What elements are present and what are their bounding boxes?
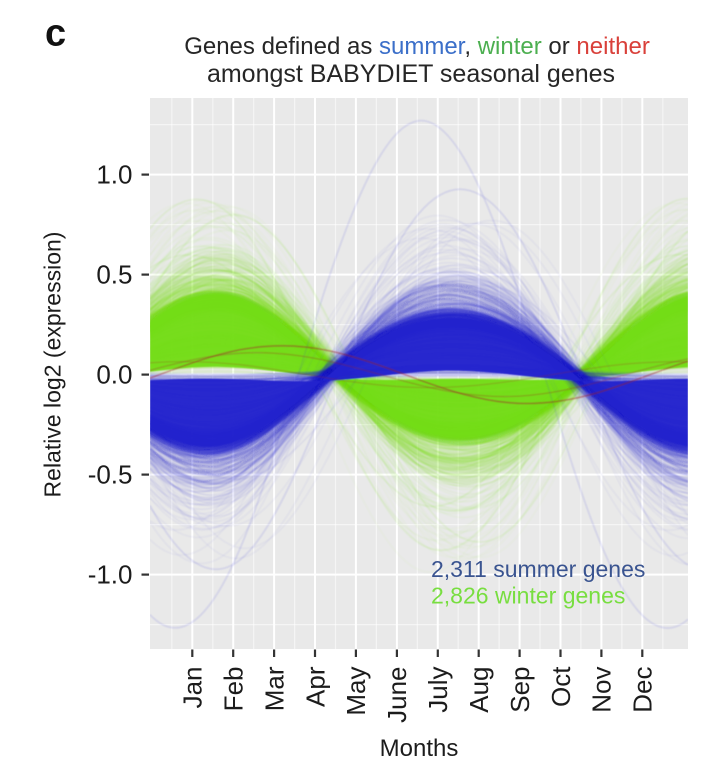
svg-text:2,311 summer genes: 2,311 summer genes [431,556,645,582]
svg-text:Sep: Sep [505,667,535,713]
svg-text:Genes defined as summer, winte: Genes defined as summer, winter or neith… [184,33,650,60]
svg-text:0.0: 0.0 [96,360,132,390]
svg-text:-1.0: -1.0 [88,560,133,590]
svg-text:July: July [423,667,453,713]
svg-text:-0.5: -0.5 [88,460,133,490]
svg-text:Feb: Feb [219,667,249,712]
svg-text:Nov: Nov [587,667,617,713]
svg-text:Mar: Mar [259,666,289,711]
svg-text:Apr: Apr [300,666,330,707]
svg-text:1.0: 1.0 [96,160,132,190]
svg-text:amongst BABYDIET seasonal gene: amongst BABYDIET seasonal genes [207,60,615,88]
svg-text:Months: Months [380,735,459,762]
svg-text:June: June [382,667,412,723]
svg-text:Relative log2 (expression): Relative log2 (expression) [40,232,66,498]
svg-text:May: May [341,667,371,716]
svg-text:c: c [45,13,66,55]
svg-text:Oct: Oct [546,666,576,707]
svg-text:Jan: Jan [178,667,208,709]
svg-text:Dec: Dec [628,667,658,713]
svg-text:2,826 winter genes: 2,826 winter genes [431,583,625,609]
svg-text:Aug: Aug [464,667,494,713]
svg-text:0.5: 0.5 [96,260,132,290]
